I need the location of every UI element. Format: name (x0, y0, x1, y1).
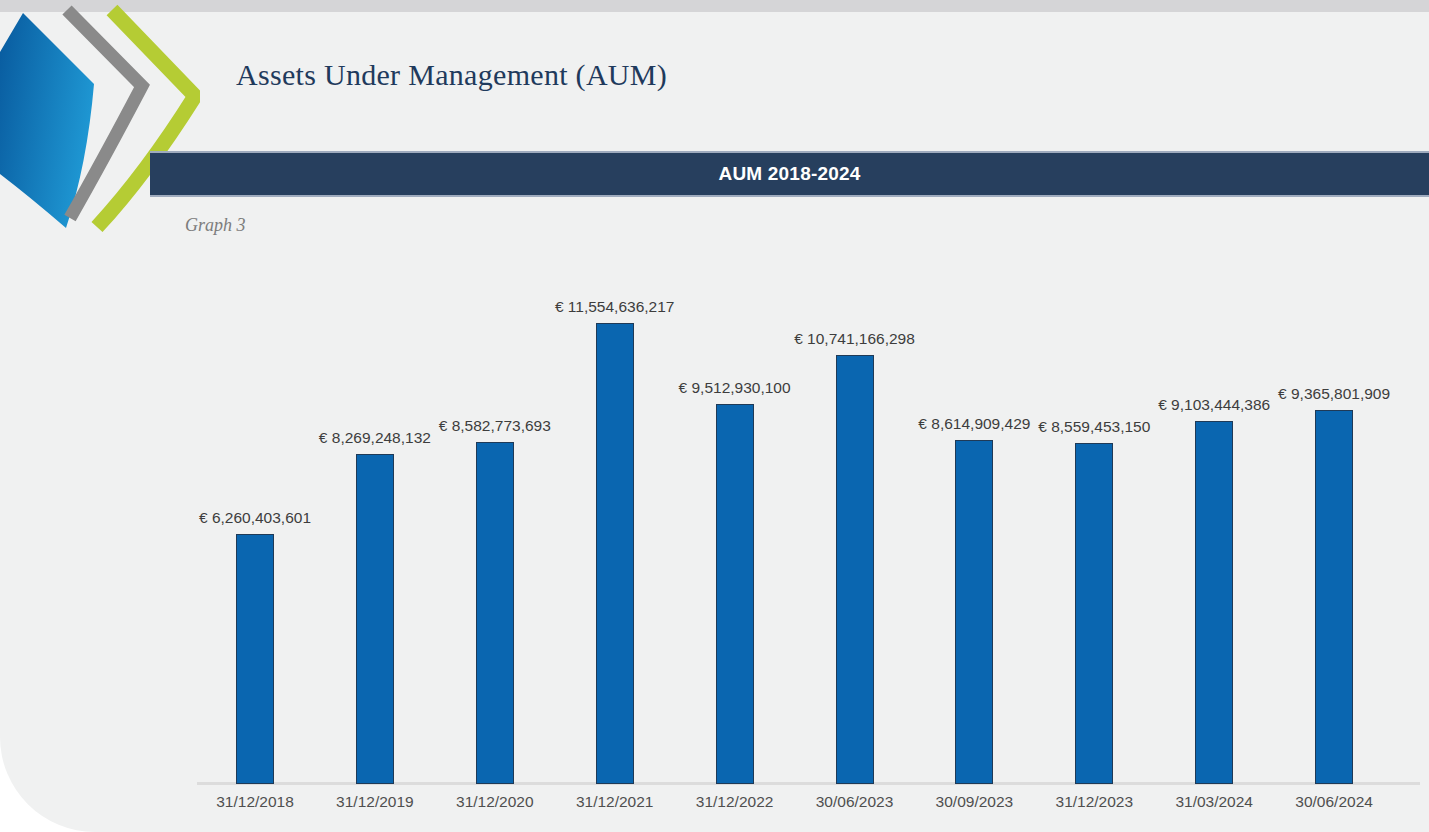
bar-value-label: € 8,614,909,429 (918, 415, 1030, 433)
bar-value-label: € 6,260,403,601 (199, 509, 311, 527)
bar-value-label: € 8,582,773,693 (439, 417, 551, 435)
x-tick-label: 31/03/2024 (1175, 793, 1253, 811)
bar (1075, 443, 1113, 784)
x-tick-label: 31/12/2022 (696, 793, 774, 811)
bar (1195, 421, 1233, 784)
bar (356, 454, 394, 784)
bar (955, 440, 993, 784)
bar-chart: € 6,260,403,601 31/12/2018 € 8,269,248,132… (0, 0, 1429, 832)
bar (476, 442, 514, 784)
bar-value-label: € 11,554,636,217 (555, 298, 675, 316)
x-tick-label: 31/12/2018 (216, 793, 294, 811)
bar (716, 404, 754, 784)
bar (1315, 410, 1353, 784)
x-tick-label: 30/06/2023 (816, 793, 894, 811)
bar (836, 355, 874, 784)
x-tick-label: 31/12/2020 (456, 793, 534, 811)
bar-value-label: € 9,103,444,386 (1158, 396, 1270, 414)
x-tick-label: 31/12/2021 (576, 793, 654, 811)
bar (596, 323, 634, 784)
x-tick-label: 30/09/2023 (936, 793, 1014, 811)
report-page: Assets Under Management (AUM) AUM 2018-2… (0, 0, 1429, 832)
x-tick-label: 30/06/2024 (1295, 793, 1373, 811)
bar-value-label: € 10,741,166,298 (794, 330, 915, 348)
bar-value-label: € 9,365,801,909 (1278, 385, 1390, 403)
bar-value-label: € 9,512,930,100 (679, 379, 791, 397)
x-tick-label: 31/12/2019 (336, 793, 414, 811)
bar-value-label: € 8,559,453,150 (1038, 418, 1150, 436)
x-tick-label: 31/12/2023 (1056, 793, 1134, 811)
bar-value-label: € 8,269,248,132 (319, 429, 431, 447)
bar (236, 534, 274, 784)
